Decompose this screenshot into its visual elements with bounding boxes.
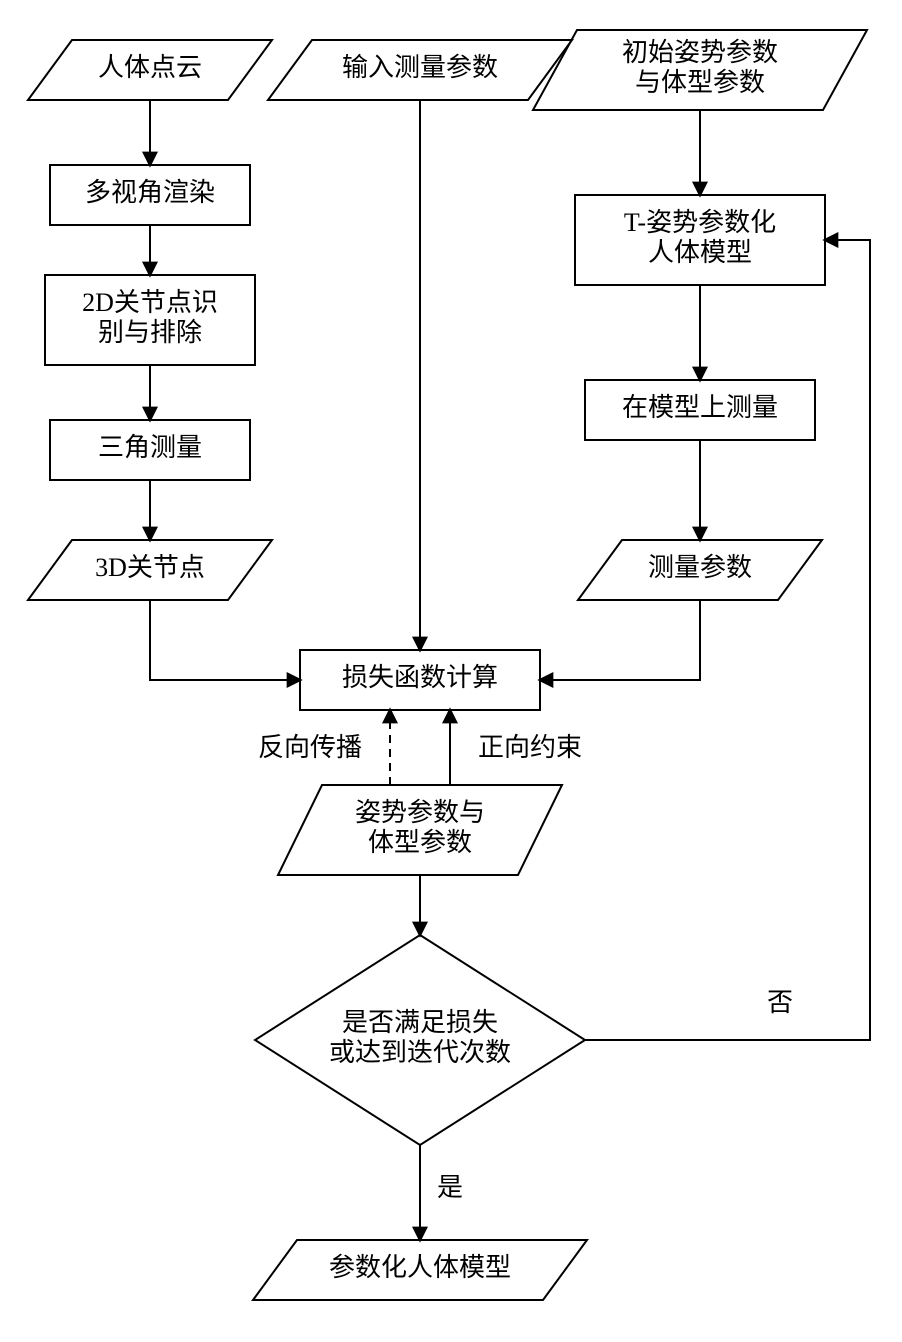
n11-label: 损失函数计算 bbox=[342, 663, 498, 692]
node-n9: 在模型上测量 bbox=[585, 380, 815, 440]
n4-label: 多视角渲染 bbox=[85, 178, 215, 207]
node-n6: 三角测量 bbox=[50, 420, 250, 480]
n2-label: 输入测量参数 bbox=[342, 53, 498, 82]
edge-8 bbox=[150, 600, 300, 680]
node-n4: 多视角渲染 bbox=[50, 165, 250, 225]
node-n8: T-姿势参数化人体模型 bbox=[575, 195, 825, 285]
n12-label: 姿势参数与体型参数 bbox=[355, 798, 485, 857]
flowchart-svg: 人体点云 输入测量参数 初始姿势参数与体型参数多视角渲染 2D关节点识别与排除三角测量… bbox=[0, 0, 902, 1342]
edge-label-0: 反向传播 bbox=[258, 733, 362, 762]
edge-label-1: 正向约束 bbox=[478, 733, 582, 762]
n5-label: 2D关节点识别与排除 bbox=[82, 288, 218, 347]
node-n12: 姿势参数与体型参数 bbox=[278, 785, 562, 875]
node-n5: 2D关节点识别与排除 bbox=[45, 275, 255, 365]
n14-label: 参数化人体模型 bbox=[329, 1253, 511, 1282]
node-n1: 人体点云 bbox=[28, 40, 272, 100]
node-n10: 测量参数 bbox=[578, 540, 822, 600]
edge-label-3: 是 bbox=[437, 1173, 463, 1202]
node-n11: 损失函数计算 bbox=[300, 650, 540, 710]
edge-label-2: 否 bbox=[767, 988, 793, 1017]
edge-9 bbox=[540, 600, 700, 680]
n3-label: 初始姿势参数与体型参数 bbox=[622, 38, 778, 97]
node-n14: 参数化人体模型 bbox=[253, 1240, 587, 1300]
node-n3: 初始姿势参数与体型参数 bbox=[533, 30, 867, 110]
node-n7: 3D关节点 bbox=[28, 540, 272, 600]
n7-label: 3D关节点 bbox=[95, 553, 205, 582]
node-n2: 输入测量参数 bbox=[268, 40, 572, 100]
n1-label: 人体点云 bbox=[98, 53, 202, 82]
node-n13: 是否满足损失或达到迭代次数 bbox=[255, 935, 585, 1145]
edge-13 bbox=[585, 240, 870, 1040]
n13-label: 是否满足损失或达到迭代次数 bbox=[329, 1008, 511, 1067]
n8-label: T-姿势参数化人体模型 bbox=[624, 208, 776, 267]
n6-label: 三角测量 bbox=[98, 433, 202, 462]
n10-label: 测量参数 bbox=[648, 553, 752, 582]
n9-label: 在模型上测量 bbox=[622, 393, 778, 422]
